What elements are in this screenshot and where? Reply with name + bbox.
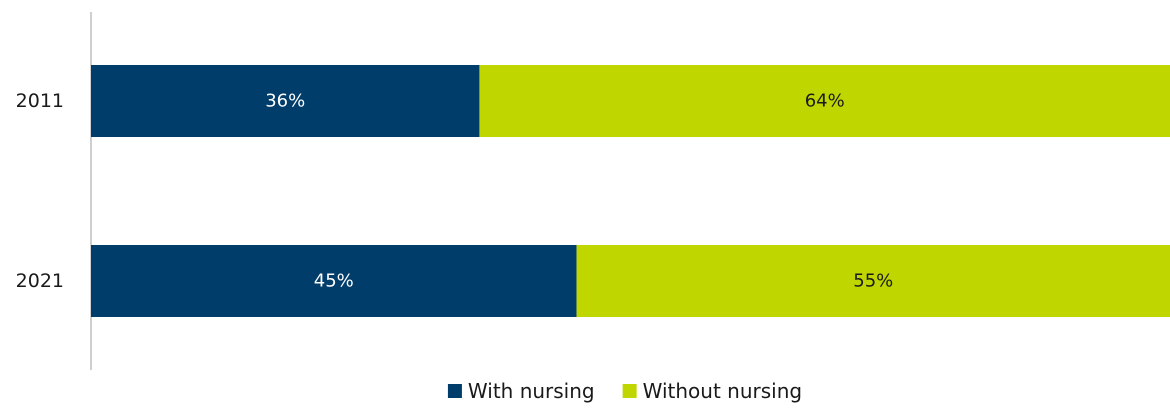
category-label-2021: 2021 [16,270,64,292]
legend-label-with-nursing: With nursing [468,379,595,403]
legend-swatch-with-nursing [447,384,462,398]
bar-with-nursing-2021 [91,245,577,317]
legend-label-without-nursing: Without nursing [643,379,802,403]
legend: With nursing Without nursing [447,379,802,403]
data-label-with-nursing-2021: 45% [314,271,354,292]
bar-without-nursing-2021 [576,245,1170,317]
bar-without-nursing-2011 [479,65,1170,137]
data-label-with-nursing-2011: 36% [265,91,305,112]
bar-with-nursing-2011 [91,65,480,137]
legend-swatch-without-nursing [622,384,637,398]
category-labels: 2011 2021 [16,90,64,292]
category-label-2011: 2011 [16,90,64,112]
legend-item-with-nursing: With nursing [447,379,595,403]
data-label-without-nursing-2021: 55% [853,271,893,292]
bars-group: 36% 64% 45% 55% [91,65,1170,317]
data-label-without-nursing-2011: 64% [805,91,845,112]
legend-item-without-nursing: Without nursing [622,379,802,403]
